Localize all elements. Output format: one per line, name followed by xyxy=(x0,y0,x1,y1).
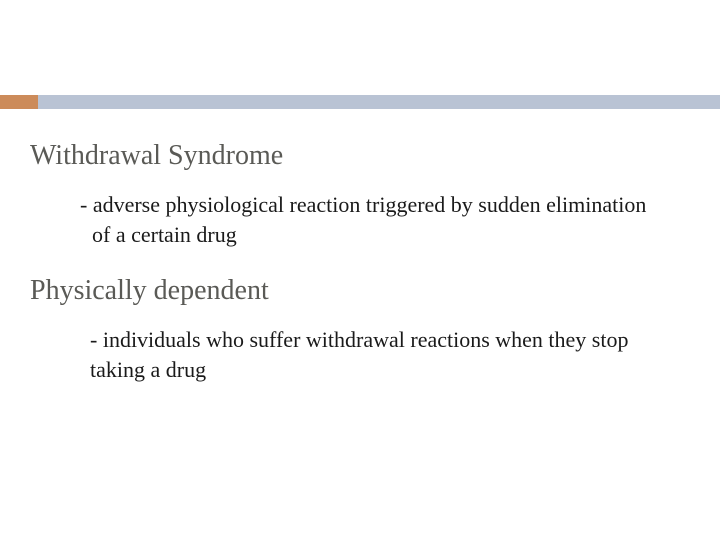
term-definition: - individuals who suffer withdrawal reac… xyxy=(90,325,660,384)
term-heading: Withdrawal Syndrome xyxy=(30,140,690,172)
term-heading: Physically dependent xyxy=(30,275,690,307)
header-accent-block xyxy=(0,95,38,109)
header-rule-block xyxy=(38,95,720,109)
slide: Withdrawal Syndrome - adverse physiologi… xyxy=(0,0,720,540)
header-bar xyxy=(0,95,720,109)
term-definition: - adverse physiological reaction trigger… xyxy=(80,190,650,249)
content-area: Withdrawal Syndrome - adverse physiologi… xyxy=(30,140,690,385)
